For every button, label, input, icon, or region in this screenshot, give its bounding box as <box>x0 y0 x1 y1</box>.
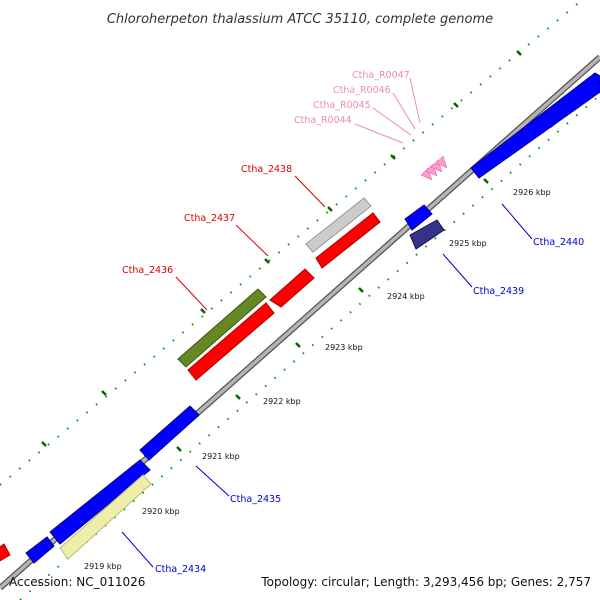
tick-label: 2921 kbp <box>202 452 240 461</box>
leader-ctha-2437 <box>235 224 269 257</box>
gene-label[interactable]: Ctha_2434 <box>155 564 206 575</box>
gene-label[interactable]: Ctha_R0047 <box>352 70 410 81</box>
leader-ctha-r0045 <box>372 107 412 136</box>
trna-arrows[interactable] <box>420 155 448 181</box>
leader-ctha-2436 <box>175 276 208 311</box>
accession-text: Accession: NC_011026 <box>9 575 145 589</box>
leader-ctha-2438 <box>294 175 326 208</box>
tick-label: 2919 kbp <box>84 562 122 571</box>
leader-ctha-2439 <box>442 253 473 288</box>
leader-ctha-r0047 <box>409 77 421 124</box>
tick-label: 2924 kbp <box>387 292 425 301</box>
leader-ctha-r0044 <box>354 123 404 144</box>
gene-label[interactable]: Ctha_2435 <box>230 494 281 505</box>
gene-ctha-2434-strand[interactable] <box>49 459 151 545</box>
gene-ctha-2434-cog[interactable] <box>59 474 152 560</box>
gene-near-2434[interactable] <box>25 536 55 564</box>
tick-marks <box>41 50 553 552</box>
tick-label: 2926 kbp <box>513 188 551 197</box>
tick-label: 2923 kbp <box>325 343 363 352</box>
gene-label[interactable]: Ctha_R0044 <box>294 115 352 126</box>
leader-ctha-r0046 <box>392 92 416 130</box>
gene-label[interactable]: Ctha_2439 <box>473 286 524 297</box>
leader-ctha-2434 <box>121 531 154 568</box>
gene-ctha-2439-cog[interactable] <box>409 219 445 250</box>
gene-label[interactable]: Ctha_2436 <box>122 265 173 276</box>
gene-ctha-2440[interactable] <box>470 72 600 179</box>
outer-dotted-line <box>0 0 584 486</box>
gene-label[interactable]: Ctha_2440 <box>533 237 584 248</box>
map-title: Chloroherpeton thalassium ATCC 35110, co… <box>107 12 493 27</box>
gene-ctha-2436-cog[interactable] <box>177 288 267 368</box>
tick-label: 2920 kbp <box>142 507 180 516</box>
gene-ctha-2437[interactable] <box>269 268 315 308</box>
tick-label: 2922 kbp <box>263 397 301 406</box>
gene-ctha-2438[interactable] <box>315 212 381 269</box>
gene-label[interactable]: Ctha_R0046 <box>333 85 391 96</box>
gene-ctha-2435[interactable] <box>139 405 200 461</box>
leader-ctha-2435 <box>195 465 230 497</box>
gene-ctha-2439[interactable] <box>404 204 433 231</box>
gene-ctha-2436[interactable] <box>187 302 275 381</box>
gene-offscreen-left[interactable] <box>0 543 11 562</box>
gene-label[interactable]: Ctha_R0045 <box>313 100 371 111</box>
genome-summary-text: Topology: circular; Length: 3,293,456 bp… <box>260 575 591 589</box>
gene-label[interactable]: Ctha_2437 <box>184 213 235 224</box>
leader-ctha-2440 <box>501 203 533 240</box>
tick-label: 2925 kbp <box>449 239 487 248</box>
gene-label[interactable]: Ctha_2438 <box>241 164 292 175</box>
gene-ctha-2438-cog[interactable] <box>305 197 372 253</box>
